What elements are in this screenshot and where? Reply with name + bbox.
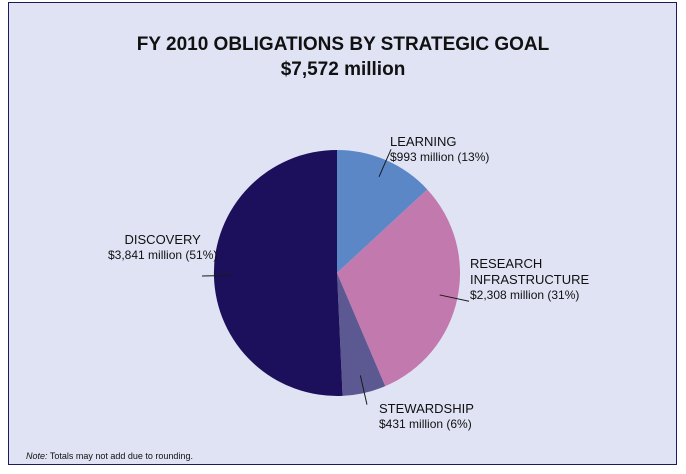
label-stewardship: STEWARDSHIP $431 million (6%) [379, 401, 474, 432]
label-learning: LEARNING $993 million (13%) [390, 134, 489, 165]
label-discovery-value: $3,841 million (51%) [108, 248, 218, 262]
leader-line-stewardship [359, 375, 368, 405]
label-discovery: DISCOVERY $3,841 million (51%) [108, 232, 217, 263]
label-stewardship-name: STEWARDSHIP [379, 401, 474, 416]
label-research-value: $2,308 million (31%) [470, 288, 580, 302]
label-discovery-name: DISCOVERY [124, 232, 201, 247]
chart-title: FY 2010 OBLIGATIONS BY STRATEGIC GOAL [136, 34, 550, 55]
label-learning-value: $993 million (13%) [390, 150, 490, 164]
label-stewardship-value: $431 million (6%) [379, 417, 472, 431]
leader-line-discovery [202, 274, 233, 277]
pie-slice-learning [337, 150, 428, 273]
footnote-prefix: Note: [26, 451, 48, 461]
footnote: Note: Totals may not add due to rounding… [26, 451, 193, 461]
pie-slice-research-infrastructure [337, 189, 461, 387]
leader-line-research-infrastructure [439, 294, 470, 302]
footnote-text: Totals may not add due to rounding. [47, 451, 193, 461]
label-research-infrastructure: RESEARCH INFRASTRUCTURE $2,308 million (… [470, 256, 589, 303]
leader-line-learning [378, 149, 392, 177]
label-research-name-line2: INFRASTRUCTURE [470, 272, 590, 287]
label-research-name-line1: RESEARCH [470, 256, 543, 271]
pie-slice-stewardship [337, 273, 386, 396]
pie-slice-discovery [213, 149, 343, 396]
label-learning-name: LEARNING [390, 134, 457, 149]
chart-subtitle: $7,572 million [280, 59, 406, 80]
